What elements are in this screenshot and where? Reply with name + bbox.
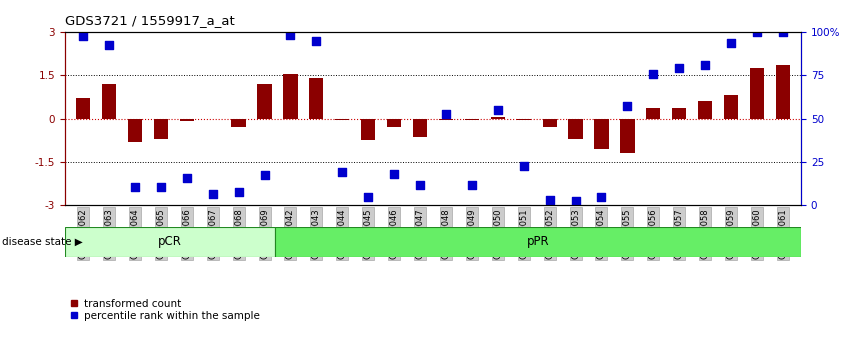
Bar [231, 119, 246, 127]
Point [543, 197, 557, 202]
Point [439, 112, 453, 117]
Point [413, 182, 427, 188]
Point [154, 184, 168, 189]
Point [309, 38, 323, 44]
Point [76, 33, 90, 39]
Bar [646, 108, 661, 119]
Bar [102, 84, 116, 119]
Point [257, 172, 271, 178]
Bar [154, 119, 168, 139]
Point [465, 182, 479, 188]
Text: pCR: pCR [158, 235, 182, 248]
Bar [594, 119, 609, 149]
Bar [724, 96, 738, 119]
Bar [335, 119, 349, 120]
Point [698, 62, 712, 68]
Bar [361, 119, 375, 140]
Text: disease state ▶: disease state ▶ [2, 236, 82, 247]
Bar [776, 65, 790, 119]
Bar [65, 227, 275, 257]
Legend: transformed count, percentile rank within the sample: transformed count, percentile rank withi… [70, 299, 260, 321]
Bar [568, 119, 583, 139]
Bar [275, 227, 801, 257]
Point [206, 191, 220, 196]
Bar [620, 119, 635, 153]
Point [646, 71, 660, 76]
Bar [439, 119, 453, 120]
Bar [517, 119, 531, 120]
Point [517, 164, 531, 169]
Bar [491, 116, 505, 119]
Bar [465, 119, 479, 120]
Point [724, 41, 738, 46]
Bar [387, 119, 401, 127]
Bar [750, 68, 764, 119]
Point [595, 194, 609, 200]
Point [672, 65, 686, 71]
Point [387, 171, 401, 176]
Bar [283, 74, 298, 119]
Text: pPR: pPR [527, 235, 549, 248]
Point [128, 184, 142, 189]
Point [750, 29, 764, 35]
Bar [76, 98, 90, 119]
Bar [672, 108, 687, 119]
Text: GDS3721 / 1559917_a_at: GDS3721 / 1559917_a_at [65, 14, 235, 27]
Bar [413, 119, 427, 137]
Bar [179, 119, 194, 121]
Point [361, 194, 375, 200]
Point [283, 32, 297, 38]
Point [491, 107, 505, 113]
Bar [698, 101, 712, 119]
Point [102, 42, 116, 48]
Bar [128, 119, 142, 142]
Bar [257, 84, 272, 119]
Point [620, 103, 634, 108]
Point [180, 175, 194, 181]
Point [776, 29, 790, 35]
Point [335, 169, 349, 175]
Point [232, 189, 246, 195]
Bar [309, 78, 324, 119]
Bar [542, 119, 557, 127]
Point [569, 198, 583, 204]
